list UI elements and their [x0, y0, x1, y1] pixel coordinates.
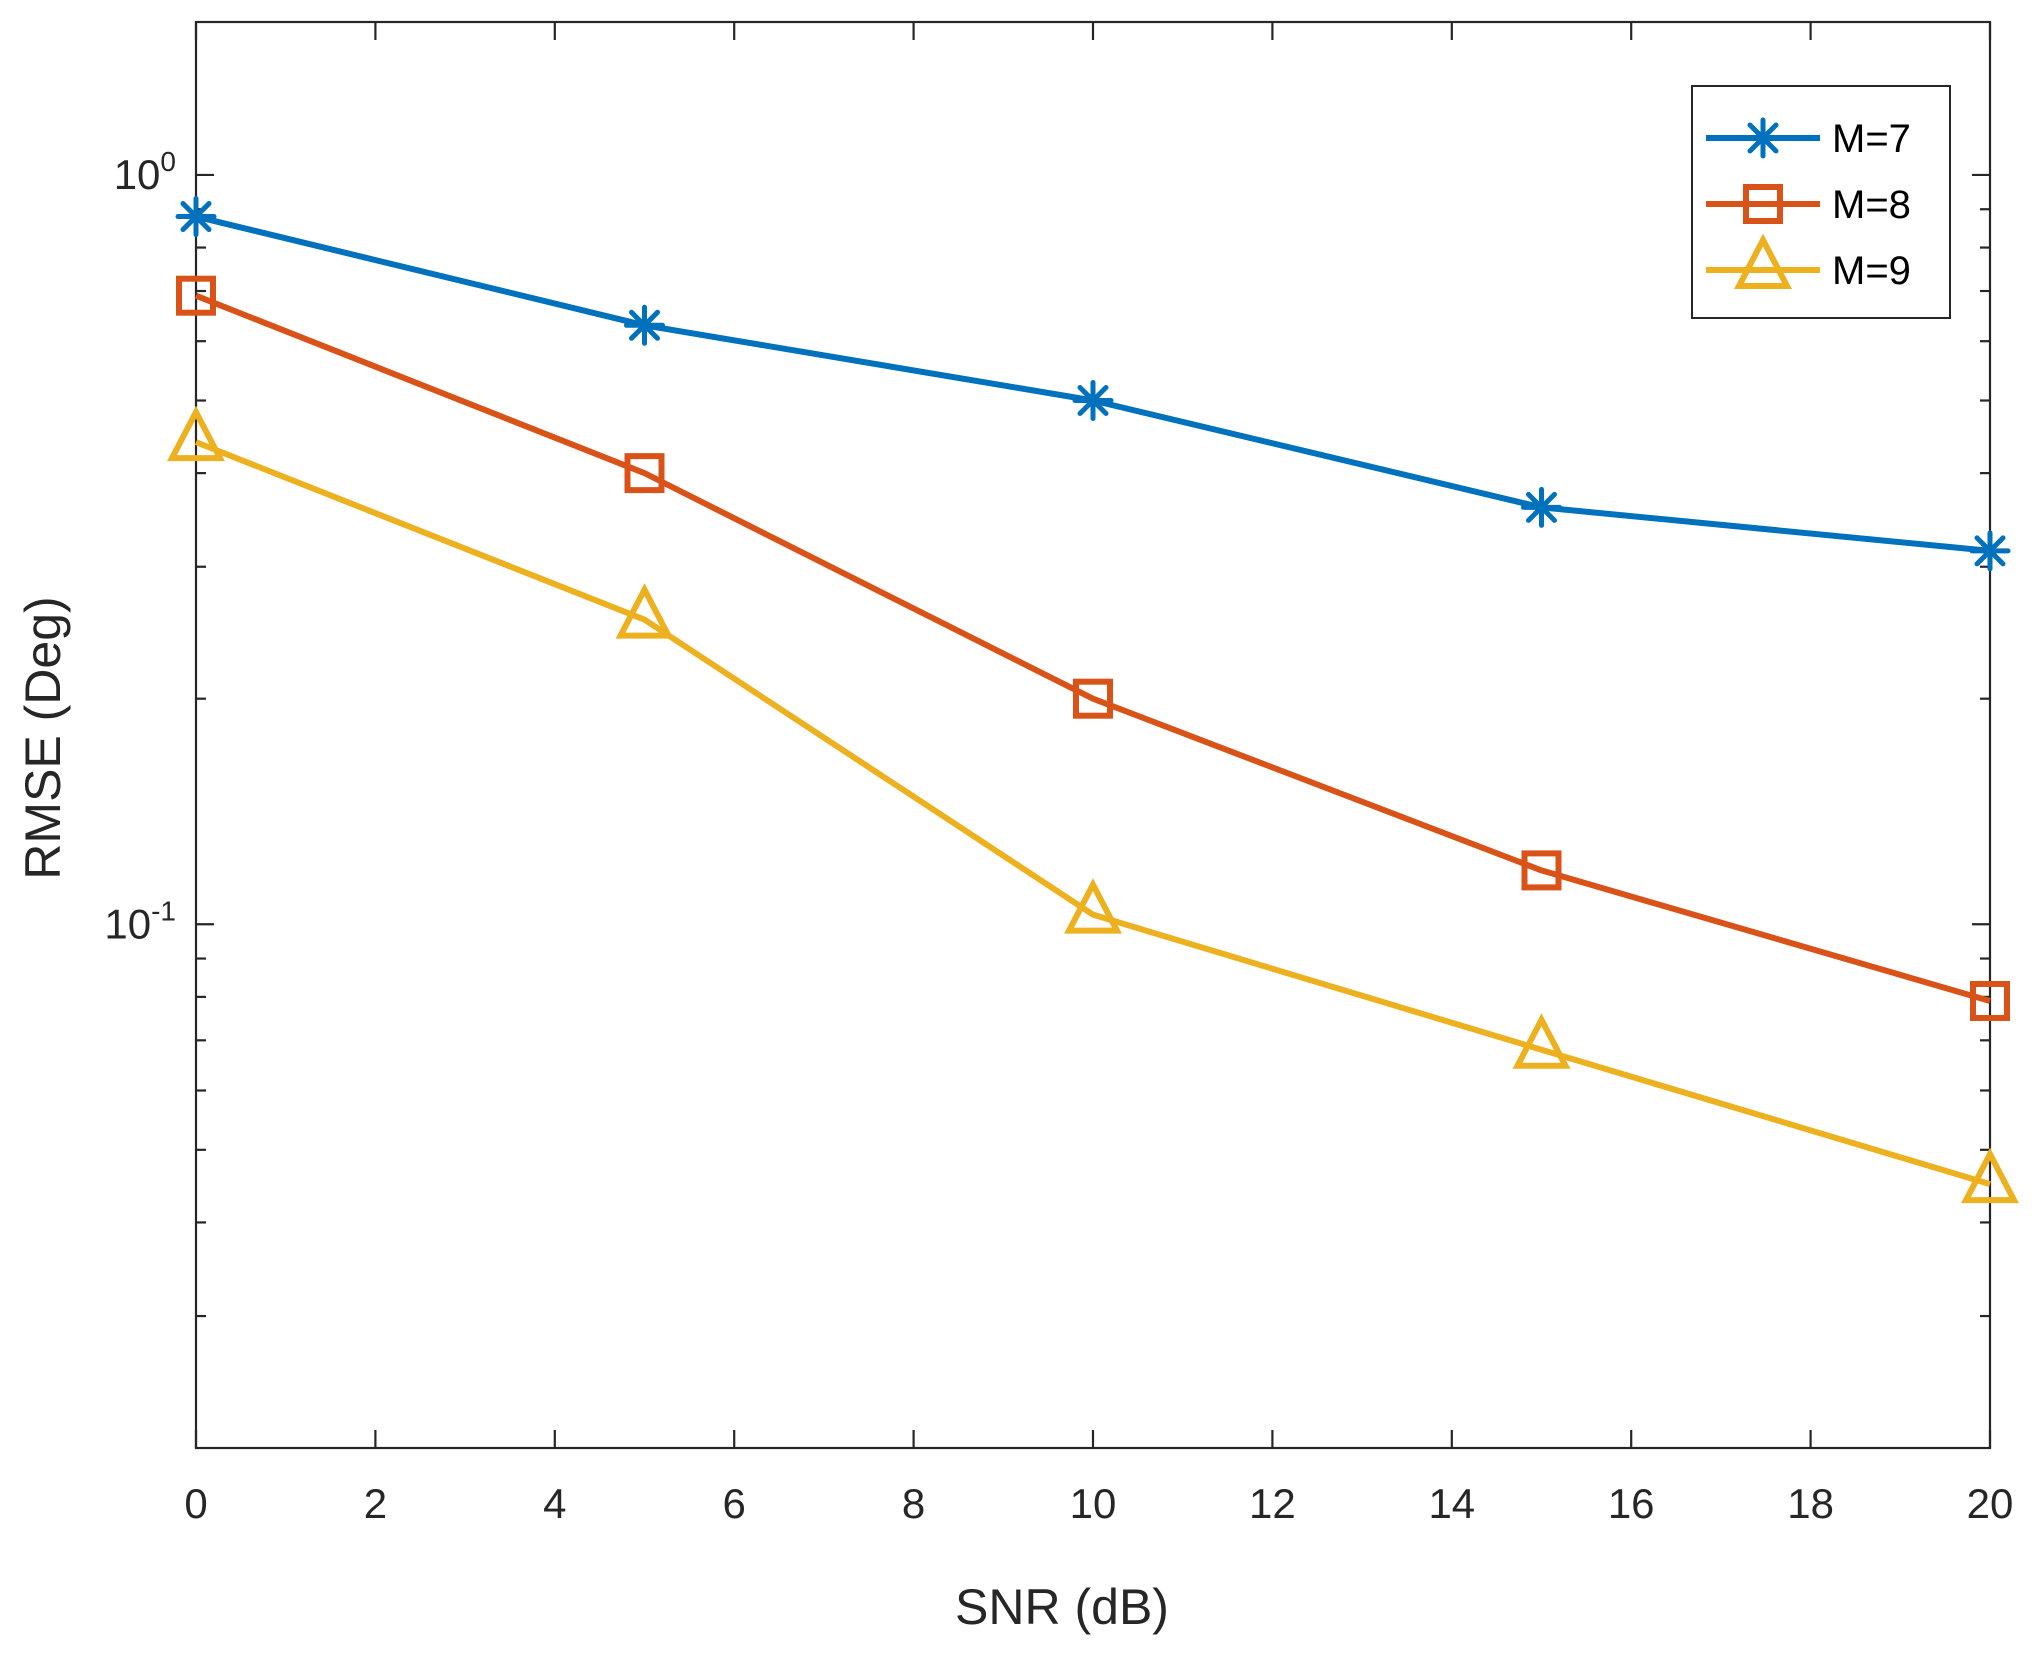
data-point-M=8-snr-15: [1521, 850, 1562, 891]
data-point-M=7-snr-10: [1072, 380, 1114, 422]
series-M=7: [175, 196, 2011, 572]
y-axis-label: RMSE (Deg): [15, 596, 71, 879]
data-point-M=9-snr-20: [1961, 1147, 2019, 1204]
data-point-M=9-snr-0: [167, 405, 225, 462]
legend-label: M=7: [1832, 117, 1911, 161]
series-M=9: [167, 405, 2019, 1204]
legend-entry-M=9: M=9: [1706, 233, 1911, 293]
marker-stroke: [1526, 491, 1557, 523]
x-tick-label-10: 10: [1070, 1480, 1117, 1527]
y-tick-label: 10-1: [104, 895, 176, 947]
x-tick-label-0: 0: [184, 1480, 207, 1527]
marker-stroke: [629, 309, 660, 341]
marker-stroke: [1974, 535, 2006, 567]
data-point-M=8-snr-20: [1970, 980, 2010, 1021]
x-tick-label-18: 18: [1787, 1480, 1834, 1527]
data-point-M=9-snr-15: [1512, 1013, 1571, 1069]
data-point-M=7-snr-5: [624, 304, 665, 346]
data-point-M=7-snr-20: [1969, 530, 2011, 572]
data-point-M=8-snr-0: [176, 275, 216, 316]
series-line-M=8: [194, 292, 1991, 1004]
legend-entry-M=7: M=7: [1706, 117, 1911, 161]
legend-marker: [1743, 184, 1783, 224]
data-point-M=9-snr-10: [1064, 878, 1122, 934]
legend-label: M=9: [1832, 249, 1911, 293]
x-tick-label-2: 2: [364, 1480, 387, 1527]
data-point-M=9-snr-5: [615, 583, 674, 639]
marker-stroke: [1077, 385, 1109, 417]
y-tick-label: 100: [114, 146, 176, 198]
data-point-M=8-snr-5: [624, 453, 665, 494]
marker-stroke: [1747, 122, 1779, 154]
x-tick-label-4: 4: [543, 1480, 566, 1527]
series-line-M=9: [194, 439, 1991, 1187]
legend-marker: [1734, 233, 1792, 289]
data-series: [167, 196, 2019, 1204]
x-tick-label-14: 14: [1428, 1480, 1475, 1527]
x-tick-label-20: 20: [1967, 1480, 2014, 1527]
x-tick-label-8: 8: [902, 1480, 925, 1527]
legend-marker: [1742, 117, 1784, 159]
data-point-M=7-snr-15: [1521, 486, 1562, 528]
x-tick-label-12: 12: [1249, 1480, 1296, 1527]
x-tick-label-6: 6: [723, 1480, 746, 1527]
legend: M=7 M=8 M=9: [1691, 85, 1951, 319]
x-axis-label: SNR (dB): [955, 1579, 1169, 1635]
x-tick-label-16: 16: [1608, 1480, 1655, 1527]
legend-entry-M=8: M=8: [1706, 183, 1911, 227]
data-point-M=7-snr-0: [175, 196, 217, 238]
data-point-M=8-snr-10: [1073, 678, 1113, 719]
marker-stroke: [180, 201, 212, 233]
legend-label: M=8: [1832, 183, 1911, 227]
series-M=8: [176, 275, 2010, 1021]
axes: 0 2 4 6 8 10 12 14 16 18 20 100 10-1: [104, 20, 2014, 1527]
